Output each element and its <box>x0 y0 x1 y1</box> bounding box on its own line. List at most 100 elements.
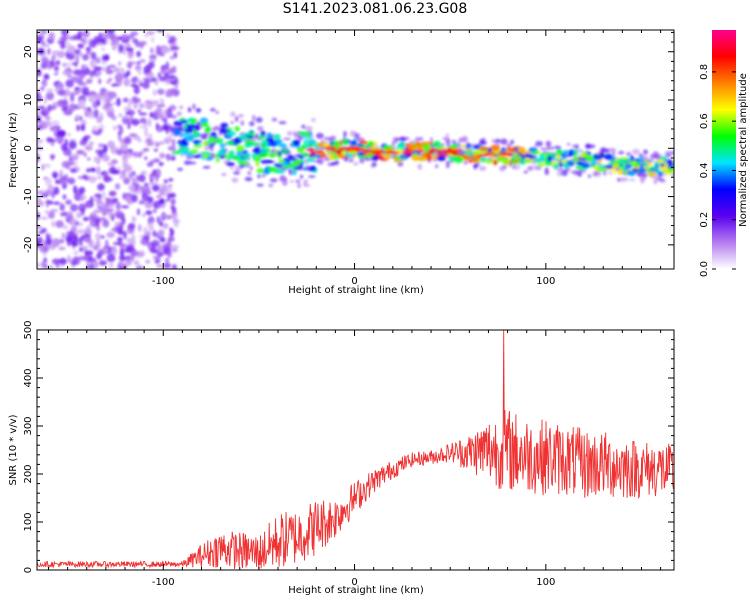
ridge-halo <box>510 139 515 145</box>
noise-speckle <box>156 30 165 33</box>
noise-speckle <box>152 208 157 214</box>
noise-speckle <box>117 132 122 141</box>
noise-speckle <box>157 88 165 95</box>
ridge-halo <box>526 166 532 171</box>
noise-speckle <box>133 151 138 158</box>
noise-speckle <box>50 120 60 126</box>
noise-speckle <box>108 262 114 269</box>
noise-speckle <box>40 216 48 220</box>
ridge-halo <box>353 161 359 166</box>
ridge-halo <box>304 125 313 132</box>
noise-speckle <box>158 76 167 82</box>
noise-speckle <box>144 156 148 161</box>
noise-speckle <box>97 183 105 191</box>
ridge-blob <box>300 153 311 157</box>
ridge-blob <box>204 127 212 133</box>
noise-speckle <box>152 89 157 96</box>
ridge-blob <box>228 150 235 157</box>
noise-speckle <box>98 260 108 266</box>
ridge-blob <box>356 142 364 148</box>
ridge-halo <box>251 114 256 121</box>
noise-speckle <box>88 94 96 103</box>
noise-speckle <box>122 158 129 166</box>
ridge-blob <box>412 152 418 158</box>
ridge-blob <box>232 156 242 161</box>
spectrogram-xlabel: Height of straight line (km) <box>288 285 424 296</box>
noise-speckle <box>37 111 40 117</box>
ridge-blob <box>655 159 664 164</box>
ridge-halo <box>554 145 560 149</box>
noise-speckle <box>70 154 80 158</box>
noise-speckle <box>149 247 154 252</box>
ridge-blob <box>194 140 199 145</box>
ridge-blob <box>561 159 567 163</box>
noise-speckle <box>152 200 162 209</box>
noise-speckle <box>86 78 93 84</box>
ridge-blob <box>260 130 266 137</box>
noise-speckle <box>150 77 157 83</box>
ridge-halo <box>417 163 423 170</box>
noise-speckle <box>80 197 85 202</box>
ridge-halo <box>414 136 420 143</box>
ridge-blob <box>258 152 269 158</box>
ridge-blob <box>449 144 459 149</box>
noise-speckle <box>158 229 164 237</box>
noise-speckle <box>161 185 168 192</box>
ridge-halo <box>577 149 584 153</box>
figure-title: S141.2023.081.06.23.G08 <box>282 1 468 17</box>
ridge-halo <box>544 167 549 171</box>
ridge-halo <box>342 136 347 139</box>
ridge-blob <box>603 154 613 160</box>
noise-speckle <box>114 183 121 190</box>
noise-speckle <box>159 237 166 243</box>
ridge-halo <box>607 171 613 175</box>
ridge-peak <box>361 148 372 152</box>
ridge-blob <box>176 149 181 154</box>
ridge-blob <box>273 133 281 140</box>
noise-speckle <box>147 61 155 69</box>
ridge-halo <box>405 136 410 141</box>
snr-ylabel: SNR (10 * v/v) <box>8 414 19 485</box>
noise-speckle <box>170 46 180 51</box>
noise-speckle <box>82 136 89 141</box>
noise-speckle <box>167 145 176 151</box>
ridge-halo <box>279 174 286 181</box>
noise-speckle <box>37 153 40 162</box>
ridge-blob <box>631 160 638 166</box>
ridge-halo <box>632 148 640 155</box>
noise-speckle <box>129 113 134 118</box>
noise-speckle <box>126 61 133 69</box>
ridge-blob <box>478 146 489 152</box>
noise-speckle <box>37 190 45 195</box>
noise-speckle <box>112 169 120 175</box>
ridge-blob <box>184 127 194 134</box>
ridge-halo <box>247 171 252 176</box>
x-tick-label: 0 <box>351 276 357 287</box>
ridge-blob <box>300 131 310 135</box>
noise-speckle <box>117 213 123 219</box>
ridge-blob <box>658 171 664 178</box>
noise-speckle <box>73 185 78 194</box>
noise-speckle <box>119 254 126 262</box>
colorbar-gradient <box>712 30 736 269</box>
ridge-halo <box>176 111 182 117</box>
noise-speckle <box>168 185 173 193</box>
ridge-blob <box>305 134 310 138</box>
ridge-peak <box>439 149 447 152</box>
noise-speckle <box>142 81 150 90</box>
ridge-blob <box>460 144 467 148</box>
noise-speckle <box>65 87 70 97</box>
ridge-blob <box>403 153 413 158</box>
ridge-halo <box>240 120 245 127</box>
ridge-blob <box>172 129 182 135</box>
noise-speckle <box>127 184 136 192</box>
ridge-blob <box>269 153 274 158</box>
noise-speckle <box>82 216 90 222</box>
noise-speckle <box>137 223 142 232</box>
noise-speckle <box>57 83 63 89</box>
ridge-blob <box>397 142 405 149</box>
ridge-blob <box>190 133 201 138</box>
noise-speckle <box>125 243 135 251</box>
noise-speckle <box>163 118 168 125</box>
noise-speckle <box>119 242 128 249</box>
